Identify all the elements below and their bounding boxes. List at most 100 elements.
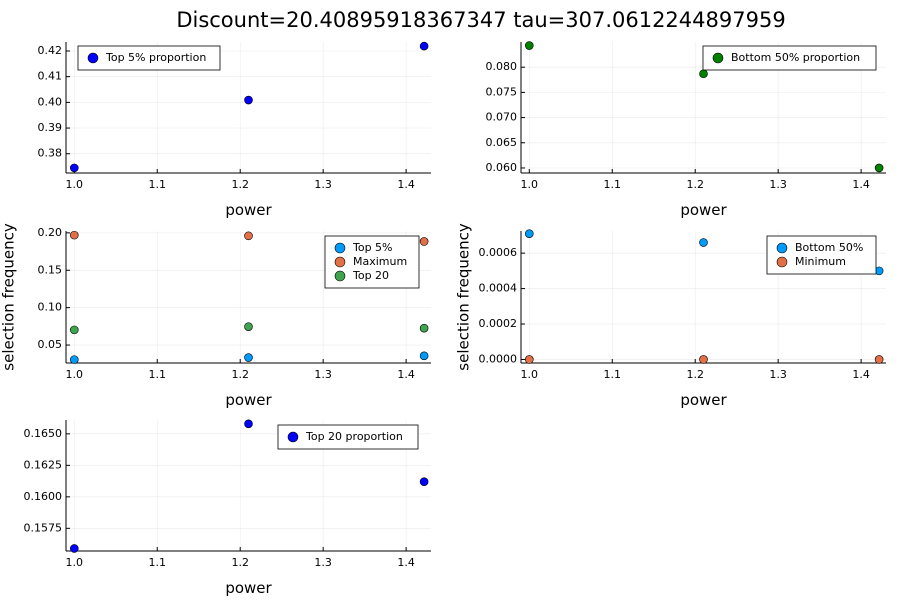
legend-entry: Top 20 xyxy=(352,269,389,282)
data-point xyxy=(524,41,534,50)
data-point xyxy=(699,69,708,79)
y-tick-label: 0.0004 xyxy=(479,282,518,295)
data-point xyxy=(419,237,429,246)
data-point xyxy=(69,163,79,173)
x-axis-label: power xyxy=(225,391,272,409)
legend-entry: Top 20 proportion xyxy=(305,430,403,443)
x-axis-label: power xyxy=(680,201,727,219)
legend-marker xyxy=(712,52,724,64)
legend-marker xyxy=(776,256,788,268)
x-tick-label: 1.4 xyxy=(397,556,415,569)
data-point xyxy=(874,355,884,364)
y-tick-label: 0.1650 xyxy=(24,427,63,440)
data-point xyxy=(244,353,253,362)
x-tick-label: 1.0 xyxy=(66,368,84,381)
data-point xyxy=(244,95,253,105)
y-tick-label: 0.05 xyxy=(38,338,63,351)
legend: Top 20 proportion xyxy=(277,424,419,450)
x-tick-label: 1.1 xyxy=(604,368,622,381)
x-tick-label: 1.0 xyxy=(521,178,539,191)
y-tick-label: 0.1575 xyxy=(24,521,63,534)
x-tick-label: 1.1 xyxy=(149,178,167,191)
x-tick-label: 1.1 xyxy=(604,178,622,191)
series-top-20 xyxy=(69,322,429,335)
subplot-selection-top: 1.0 1.1 1.2 1.3 1.4 0.05 0.10 0.15 0.20 power sele… xyxy=(0,223,431,409)
legend-box xyxy=(766,235,877,275)
y-tick-label: 0.20 xyxy=(38,226,63,239)
series-bottom-50- xyxy=(524,229,884,276)
y-tick-label: 0.080 xyxy=(486,60,518,73)
legend-box xyxy=(702,45,877,71)
y-axis-label: selection frequency xyxy=(455,223,473,371)
y-tick-label: 0.065 xyxy=(486,136,518,149)
y-tick-label: 0.1625 xyxy=(24,458,63,471)
data-point xyxy=(244,322,253,331)
x-tick-label: 1.2 xyxy=(686,368,704,381)
legend-entry: Bottom 50% proportion xyxy=(731,51,860,64)
legend-marker xyxy=(287,431,299,443)
y-tick-label: 0.42 xyxy=(38,44,63,57)
data-point xyxy=(419,477,429,487)
data-point xyxy=(524,355,534,364)
x-axis-label: power xyxy=(225,201,272,219)
series-top-20-proportion xyxy=(69,419,429,553)
legend-marker xyxy=(776,242,788,254)
x-tick-label: 1.2 xyxy=(231,178,249,191)
subplot-bottom50: 1.0 1.1 1.2 1.3 1.4 0.060 0.065 0.070 0.075 0.080… xyxy=(486,41,886,219)
data-point xyxy=(699,355,708,364)
data-point xyxy=(419,351,429,361)
data-point xyxy=(874,163,884,173)
data-point xyxy=(69,325,79,335)
data-point xyxy=(419,41,429,51)
x-tick-label: 1.4 xyxy=(852,368,870,381)
subplots: 1.0 1.1 1.2 1.3 1.4 0.38 0.39 0.40 0.41 0.42 power… xyxy=(0,41,886,597)
legend-entry: Top 5% xyxy=(352,241,393,254)
legend-entry: Maximum xyxy=(353,255,407,268)
x-tick-label: 1.3 xyxy=(769,368,787,381)
data-point xyxy=(419,323,429,333)
x-tick-label: 1.2 xyxy=(686,178,704,191)
x-tick-label: 1.4 xyxy=(397,178,415,191)
legend-entry: Bottom 50% xyxy=(795,241,863,254)
y-tick-label: 0.060 xyxy=(486,161,518,174)
subplot-top5: 1.0 1.1 1.2 1.3 1.4 0.38 0.39 0.40 0.41 0.42 power… xyxy=(38,41,431,219)
series-top-5-proportion xyxy=(69,41,429,173)
y-tick-label: 0.15 xyxy=(38,263,63,276)
legend-marker xyxy=(334,256,346,268)
x-tick-label: 1.1 xyxy=(149,556,167,569)
x-tick-label: 1.1 xyxy=(149,368,167,381)
y-tick-label: 0.0000 xyxy=(479,352,518,365)
x-tick-label: 1.3 xyxy=(314,178,332,191)
legend: Bottom 50% proportion xyxy=(702,45,877,71)
x-tick-label: 1.3 xyxy=(314,556,332,569)
y-tick-label: 0.38 xyxy=(38,147,63,160)
y-tick-label: 0.39 xyxy=(38,121,63,134)
legend-marker xyxy=(87,52,99,64)
legend-marker xyxy=(334,270,346,282)
y-tick-label: 0.10 xyxy=(38,301,63,314)
legend-marker xyxy=(334,242,346,254)
subplot-selection-bottom: 1.0 1.1 1.2 1.3 1.4 0.0000 0.0002 0.0004 0.0006 p… xyxy=(455,223,886,409)
legend-entry: Top 5% proportion xyxy=(105,51,206,64)
legend-entry: Minimum xyxy=(795,255,846,268)
series-maximum xyxy=(69,230,429,246)
figure-title: Discount=20.40895918367347 tau=307.06122… xyxy=(176,8,785,32)
x-tick-label: 1.0 xyxy=(66,556,84,569)
y-tick-label: 0.0002 xyxy=(479,317,518,330)
y-tick-label: 0.070 xyxy=(486,111,518,124)
x-tick-label: 1.4 xyxy=(397,368,415,381)
x-tick-label: 1.3 xyxy=(769,178,787,191)
y-tick-label: 0.1600 xyxy=(24,490,63,503)
y-axis-label: selection frequency xyxy=(0,223,18,371)
x-tick-label: 1.4 xyxy=(852,178,870,191)
x-tick-label: 1.2 xyxy=(231,556,249,569)
legend-box xyxy=(77,45,221,71)
data-point xyxy=(69,355,79,364)
data-point xyxy=(244,231,253,241)
x-tick-label: 1.0 xyxy=(66,178,84,191)
x-axis-label: power xyxy=(680,391,727,409)
data-point xyxy=(69,230,79,240)
